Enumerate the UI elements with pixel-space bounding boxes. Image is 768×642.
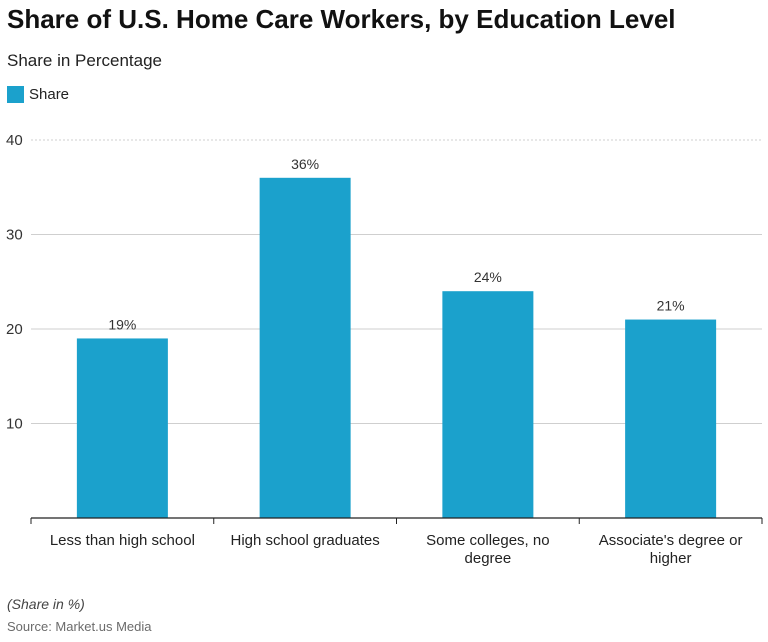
- source-note: Source: Market.us Media: [7, 619, 152, 634]
- y-tick-label: 10: [6, 416, 23, 433]
- data-label: 36%: [291, 156, 319, 172]
- chart-title: Share of U.S. Home Care Workers, by Educ…: [7, 4, 676, 34]
- bar: [442, 291, 534, 518]
- legend-swatch: [7, 86, 24, 103]
- x-tick-label: Associate's degree or higher: [598, 532, 743, 567]
- legend-label: Share: [29, 86, 70, 103]
- x-tick-label: Some colleges, no degree: [426, 532, 550, 567]
- y-tick-label: 40: [6, 132, 23, 149]
- data-label: 24%: [474, 269, 502, 285]
- chart-subtitle: Share in Percentage: [7, 51, 162, 70]
- legend: Share: [7, 86, 69, 103]
- x-tick-label: High school graduates: [230, 532, 380, 549]
- bar: [259, 177, 351, 519]
- x-tick-label: Less than high school: [49, 532, 195, 549]
- y-tick-label: 30: [6, 227, 23, 244]
- data-label: 19%: [108, 316, 136, 332]
- bar: [625, 319, 717, 518]
- bar: [76, 338, 168, 518]
- footnote: (Share in %): [7, 596, 85, 612]
- y-tick-label: 20: [6, 321, 23, 338]
- data-label: 21%: [657, 298, 685, 314]
